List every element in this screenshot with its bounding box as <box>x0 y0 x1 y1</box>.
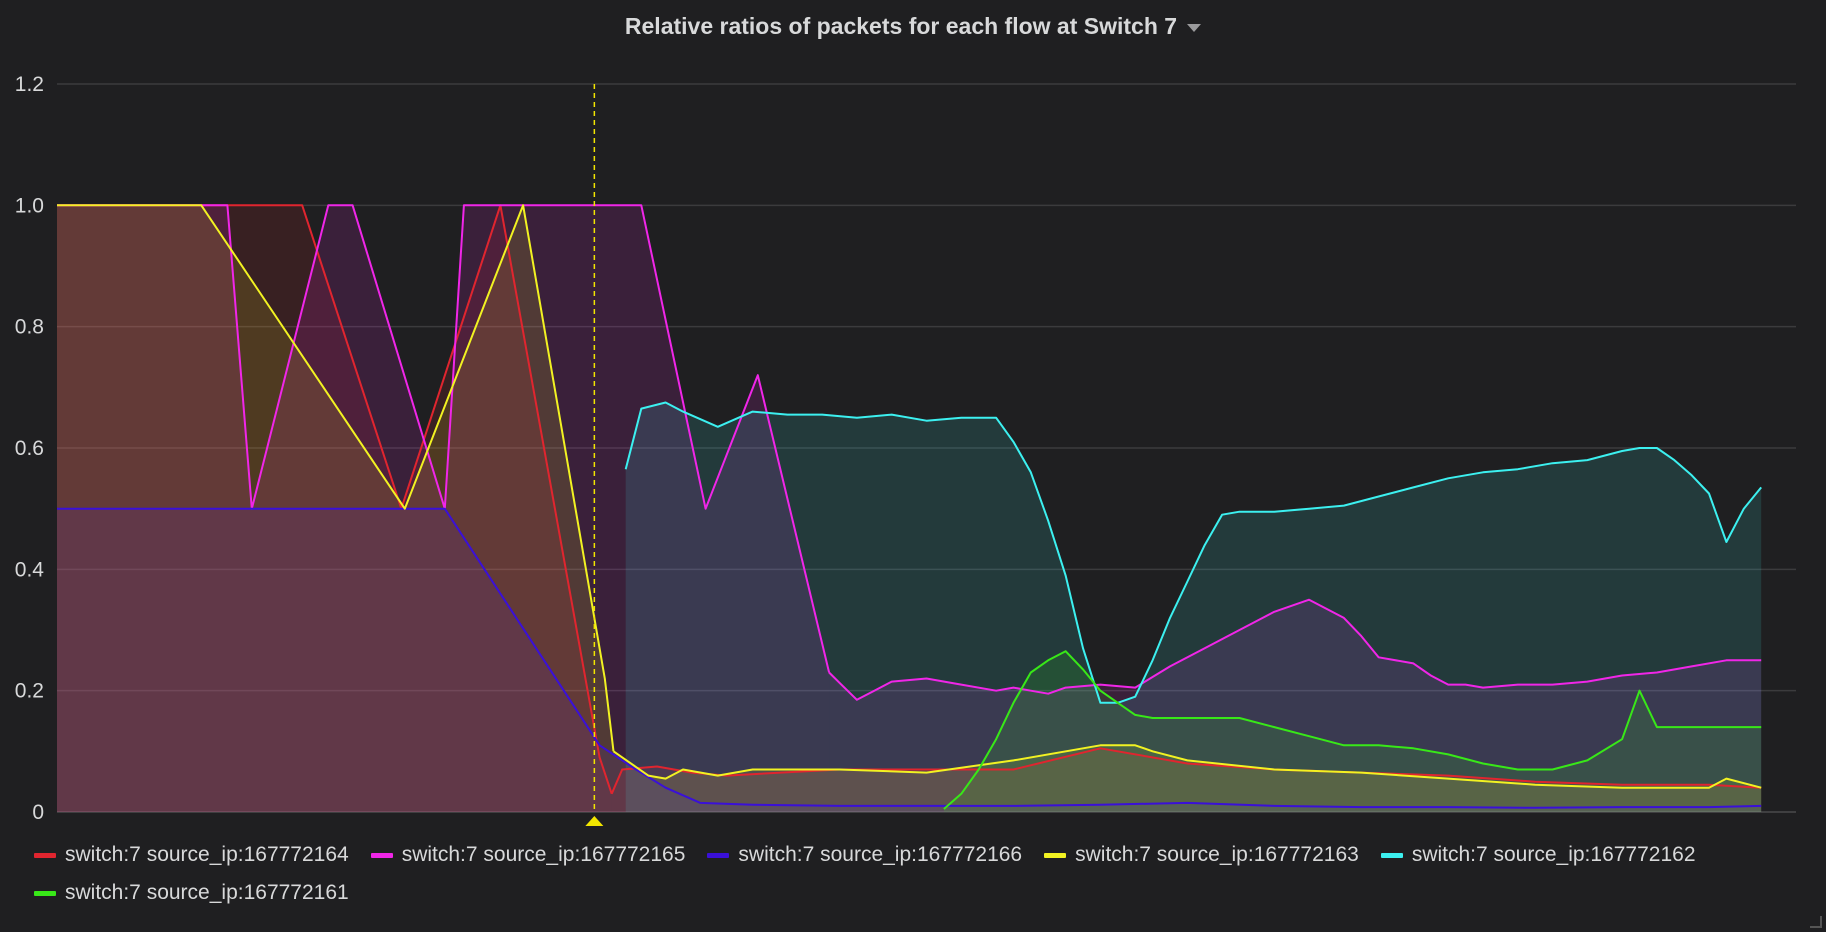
legend-label: switch:7 source_ip:167772162 <box>1412 843 1696 867</box>
legend-swatch <box>34 891 56 896</box>
legend-swatch <box>1381 853 1403 858</box>
legend-item-5[interactable]: switch:7 source_ip:167772161 <box>34 880 349 906</box>
legend-label: switch:7 source_ip:167772166 <box>738 843 1022 867</box>
legend-label: switch:7 source_ip:167772161 <box>65 881 349 905</box>
y-axis: 0 0.2 0.4 0.6 0.8 1.0 1.2 <box>15 73 45 824</box>
legend-swatch <box>1044 853 1066 858</box>
legend-item-2[interactable]: switch:7 source_ip:167772166 <box>707 842 1022 868</box>
legend-label: switch:7 source_ip:167772164 <box>65 843 349 867</box>
resize-handle-icon[interactable] <box>1810 916 1822 928</box>
legend-swatch <box>34 853 56 858</box>
annotation-marker-icon[interactable] <box>585 816 603 826</box>
legend-item-4[interactable]: switch:7 source_ip:167772162 <box>1381 842 1696 868</box>
y-tick-label: 0.6 <box>15 437 44 460</box>
legend-item-0[interactable]: switch:7 source_ip:167772164 <box>34 842 349 868</box>
legend-swatch <box>707 853 729 858</box>
legend-label: switch:7 source_ip:167772165 <box>402 843 686 867</box>
legend-item-3[interactable]: switch:7 source_ip:167772163 <box>1044 842 1359 868</box>
legend-item-1[interactable]: switch:7 source_ip:167772165 <box>371 842 686 868</box>
y-tick-label: 0.4 <box>15 558 45 581</box>
y-tick-label: 0.8 <box>15 316 44 339</box>
y-tick-label: 1.0 <box>15 194 44 217</box>
legend-swatch <box>371 853 393 858</box>
y-tick-label: 0.2 <box>15 680 44 703</box>
chart-legend: switch:7 source_ip:167772164 switch:7 sou… <box>34 842 1814 906</box>
legend-label: switch:7 source_ip:167772163 <box>1075 843 1359 867</box>
y-tick-label: 1.2 <box>15 73 44 96</box>
y-tick-label: 0 <box>32 801 44 824</box>
chart-plot[interactable]: 0 0.2 0.4 0.6 0.8 1.0 1.2 <box>0 0 1826 840</box>
